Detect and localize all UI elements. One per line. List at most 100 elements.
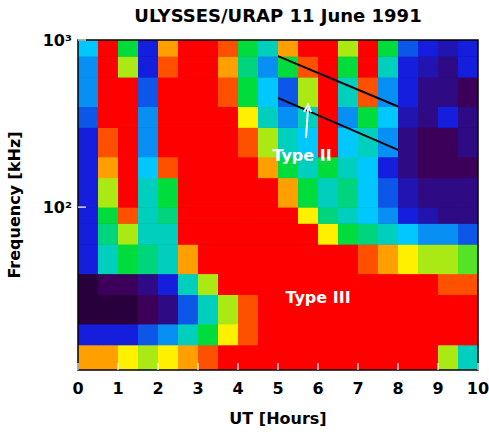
heatmap-cell (358, 127, 379, 157)
heatmap-cell (238, 107, 259, 128)
heatmap-cell (398, 294, 419, 324)
heatmap-cell (318, 223, 339, 244)
heatmap-cell (178, 345, 199, 370)
heatmap-cell (158, 77, 179, 107)
heatmap-cell (198, 294, 219, 324)
heatmap-cell (98, 127, 119, 157)
heatmap-cell (398, 77, 419, 107)
heatmap-cell (138, 207, 159, 224)
heatmap-cell (318, 345, 339, 370)
heatmap-cell (178, 178, 199, 208)
heatmap-cell (418, 345, 439, 370)
y-tick-label: 10³ (43, 31, 72, 50)
heatmap-cell (458, 274, 478, 295)
x-tick-label: 6 (312, 379, 323, 398)
heatmap-cell (198, 40, 219, 57)
heatmap-cell (278, 207, 299, 224)
heatmap-cell (438, 107, 459, 128)
heatmap-cell (98, 77, 119, 107)
heatmap-cell (238, 345, 259, 370)
heatmap-cell (418, 127, 439, 157)
heatmap-cell (338, 56, 359, 77)
heatmap-cell (458, 223, 478, 244)
heatmap-cell (258, 107, 279, 128)
heatmap-cell (118, 77, 139, 107)
heatmap-cell (218, 244, 239, 274)
heatmap-cell (438, 56, 459, 77)
heatmap-cell (278, 223, 299, 244)
heatmap-cell (378, 244, 399, 274)
heatmap-cell (118, 127, 139, 157)
heatmap-cell (218, 274, 239, 295)
plot-frame (78, 40, 478, 370)
heatmap-cell (358, 157, 379, 178)
heatmap-cell (438, 157, 459, 178)
heatmap-cell (458, 244, 478, 274)
heatmap-cell (158, 157, 179, 178)
heatmap-cell (278, 40, 299, 57)
heatmap-cell (178, 324, 199, 345)
heatmap-cell (178, 157, 199, 178)
heatmap-cell (358, 345, 379, 370)
heatmap-cell (438, 324, 459, 345)
heatmap-cell (158, 324, 179, 345)
y-tick-label: 10² (43, 198, 72, 217)
heatmap-cell (338, 223, 359, 244)
heatmap-cell (118, 223, 139, 244)
heatmap-cell (158, 294, 179, 324)
heatmap-cell (78, 178, 99, 208)
heatmap-cell (418, 244, 439, 274)
heatmap-cell (358, 324, 379, 345)
heatmap-cell (158, 56, 179, 77)
heatmap-cell (78, 345, 99, 370)
heatmap-cell (338, 324, 359, 345)
heatmap-cell (378, 107, 399, 128)
heatmap-cell (178, 127, 199, 157)
heatmap-cell (438, 223, 459, 244)
heatmap-cell (158, 345, 179, 370)
heatmap-cell (238, 178, 259, 208)
heatmap-cell (358, 178, 379, 208)
chart-title: ULYSSES/URAP 11 June 1991 (134, 5, 421, 26)
heatmap-cell (198, 345, 219, 370)
heatmap-cell (418, 77, 439, 107)
heatmap-cell (198, 223, 219, 244)
heatmap-cell (138, 40, 159, 57)
annotation-arrow (306, 109, 308, 138)
heatmap-cell (78, 40, 99, 57)
heatmap-cell (218, 77, 239, 107)
heatmap-cell (138, 324, 159, 345)
heatmap-cell (78, 77, 99, 107)
heatmap-cell (358, 207, 379, 224)
x-tick (157, 363, 158, 370)
heatmap-cell (98, 107, 119, 128)
heatmap-cell (98, 40, 119, 57)
heatmap-cell (118, 274, 139, 295)
heatmap-cell (238, 324, 259, 345)
heatmap-cell (398, 244, 419, 274)
x-tick (357, 363, 358, 370)
heatmap-cell (298, 244, 319, 274)
heatmap-cell (358, 223, 379, 244)
heatmap-cell (378, 157, 399, 178)
heatmap-cell (98, 294, 119, 324)
heatmap-cell (118, 345, 139, 370)
heatmap-cell (238, 127, 259, 157)
heatmap-cell (118, 324, 139, 345)
heatmap-cell (138, 56, 159, 77)
heatmap-cell (398, 178, 419, 208)
heatmap-cell (278, 107, 299, 128)
heatmap-cell (178, 274, 199, 295)
heatmap-cell (178, 294, 199, 324)
annotation-label: Type II (272, 146, 331, 165)
heatmap-cell (458, 56, 478, 77)
heatmap-cell (98, 223, 119, 244)
heatmap-cell (258, 244, 279, 274)
heatmap-cell (238, 294, 259, 324)
heatmap-cell (418, 40, 439, 57)
heatmap-cell (378, 274, 399, 295)
heatmap-cell (98, 345, 119, 370)
heatmap-cell (98, 324, 119, 345)
heatmap-cell (138, 178, 159, 208)
heatmap-cell (278, 324, 299, 345)
